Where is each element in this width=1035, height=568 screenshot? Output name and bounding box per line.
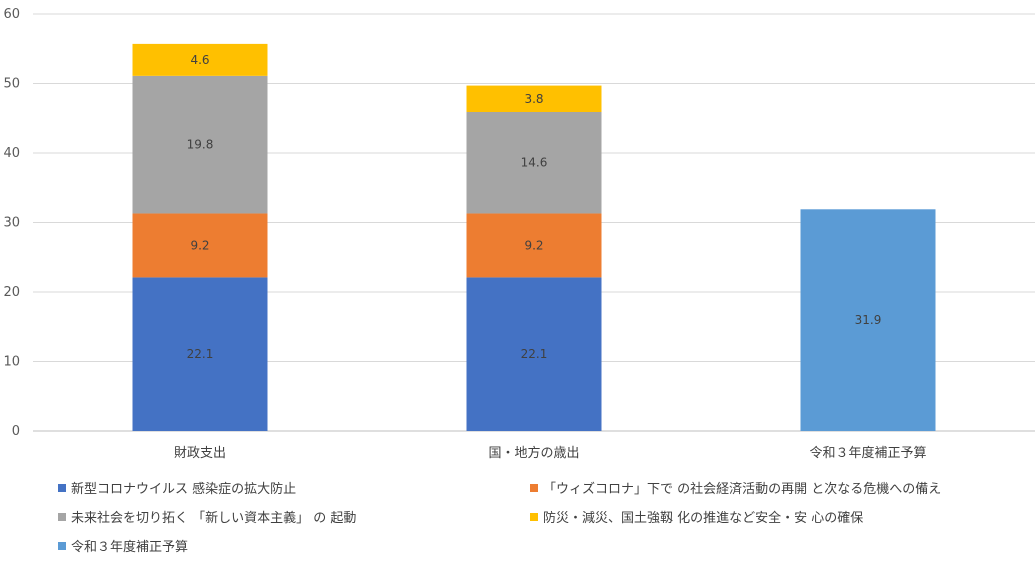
legend-swatch xyxy=(530,483,538,492)
legend-item: 令和３年度補正予算 xyxy=(58,536,188,555)
y-tick-label: 20 xyxy=(3,285,20,300)
data-label: 4.6 xyxy=(190,53,209,67)
y-tick-label: 0 xyxy=(12,424,20,439)
y-tick-label: 60 xyxy=(3,7,20,22)
legend-swatch xyxy=(58,541,66,550)
data-label: 9.2 xyxy=(190,238,209,252)
legend-item: 「ウィズコロナ」下で の社会経済活動の再開 と次なる危機への備え xyxy=(530,478,941,497)
y-tick-label: 10 xyxy=(3,355,20,370)
data-label: 22.1 xyxy=(521,347,548,361)
legend-swatch xyxy=(58,512,66,521)
legend-label: 令和３年度補正予算 xyxy=(71,540,189,555)
legend-label: 防災・減災、国土強靱 化の推進など安全・安 心の確保 xyxy=(543,511,864,526)
data-label: 3.8 xyxy=(524,92,543,106)
bar-segment xyxy=(800,209,936,431)
legend-label: 新型コロナウイルス 感染症の拡大防止 xyxy=(71,482,297,497)
y-tick-label: 30 xyxy=(3,216,20,231)
legend-swatch xyxy=(530,512,538,521)
legend-label: 未来社会を切り拓く 「新しい資本主義」 の 起動 xyxy=(71,511,357,526)
stacked-bar-chart: 0 10 20 30 40 50 60 22.1 9.2 19.8 4.6 財政支出 22.1 9.2 14… xyxy=(3,7,1035,461)
bar-segment xyxy=(132,75,268,214)
data-label: 19.8 xyxy=(187,138,214,152)
bar-segment xyxy=(466,85,602,112)
bar-segment xyxy=(466,213,602,278)
category-label: 国・地方の歳出 xyxy=(488,445,579,461)
legend-item: 防災・減災、国土強靱 化の推進など安全・安 心の確保 xyxy=(530,507,863,526)
y-tick-label: 40 xyxy=(3,146,20,161)
bar-segment xyxy=(132,43,268,76)
legend-label: 「ウィズコロナ」下で の社会経済活動の再開 と次なる危機への備え xyxy=(543,482,942,497)
data-label: 14.6 xyxy=(521,156,548,170)
data-label: 31.9 xyxy=(855,313,882,327)
bar-segment xyxy=(132,277,268,431)
legend-swatch xyxy=(58,483,66,492)
category-label: 財政支出 xyxy=(174,446,226,461)
y-tick-label: 50 xyxy=(3,77,20,92)
legend-item: 未来社会を切り拓く 「新しい資本主義」 の 起動 xyxy=(58,507,356,526)
legend-item: 新型コロナウイルス 感染症の拡大防止 xyxy=(58,478,296,497)
data-label: 22.1 xyxy=(187,347,214,361)
bar-segment xyxy=(466,111,602,214)
category-label: 令和３年度補正予算 xyxy=(809,445,926,461)
bar-segment xyxy=(466,277,602,431)
data-label: 9.2 xyxy=(524,238,543,252)
bar-segment xyxy=(132,213,268,278)
